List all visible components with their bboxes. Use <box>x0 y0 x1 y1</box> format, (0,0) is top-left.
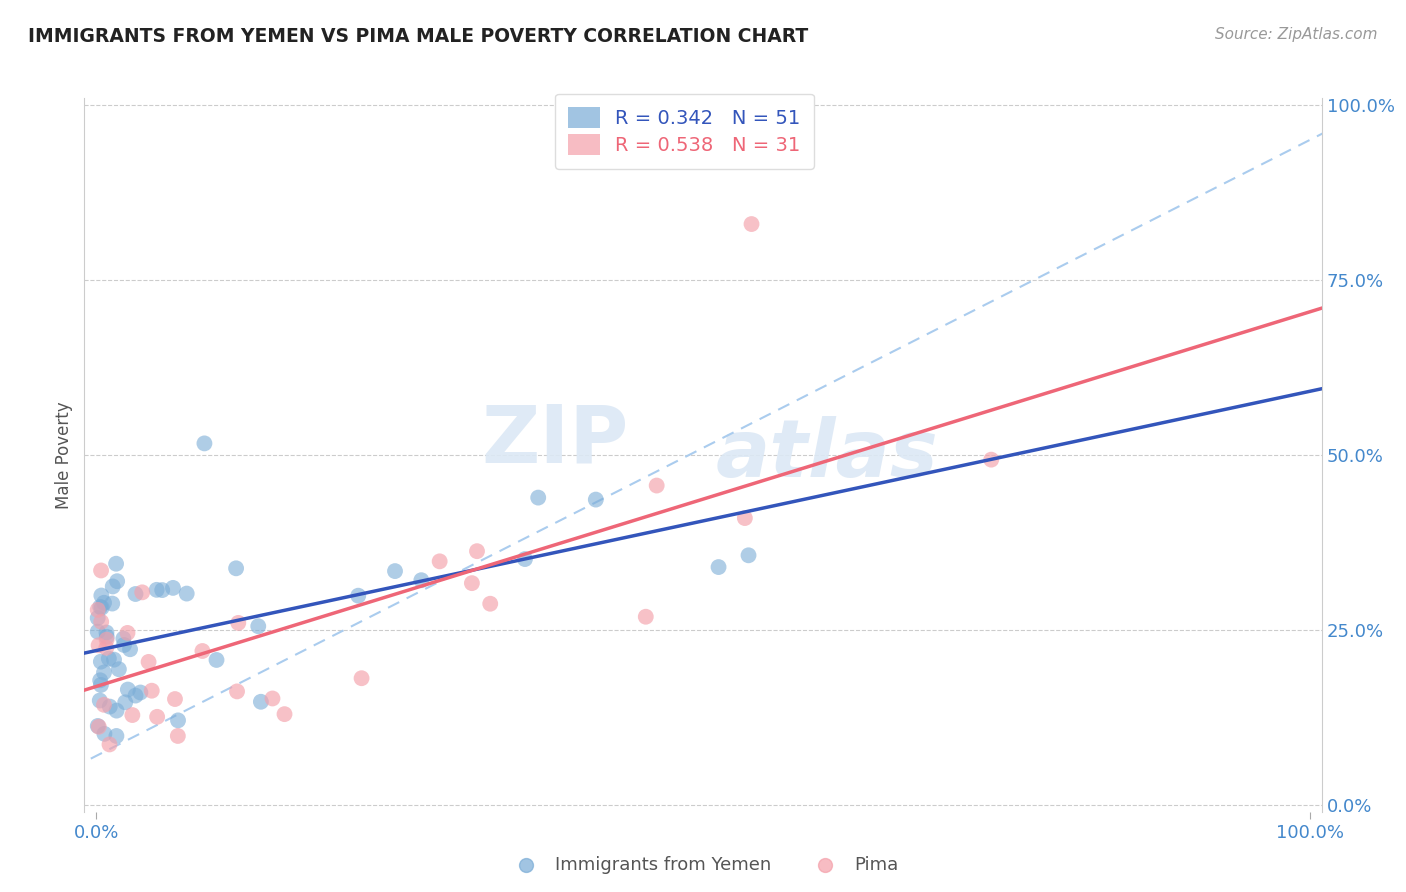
Point <box>273 707 295 722</box>
Point <box>103 653 125 667</box>
Point <box>461 576 484 591</box>
Point <box>108 662 131 676</box>
Point <box>411 573 433 587</box>
Point <box>350 671 373 685</box>
Point <box>145 582 167 597</box>
Point <box>90 615 112 629</box>
Point <box>90 564 112 578</box>
Point <box>117 682 139 697</box>
Point <box>226 684 249 698</box>
Point <box>105 557 128 571</box>
Point <box>347 589 370 603</box>
Text: Source: ZipAtlas.com: Source: ZipAtlas.com <box>1215 27 1378 42</box>
Point <box>87 720 110 734</box>
Point <box>96 630 118 644</box>
Point <box>384 564 406 578</box>
Point <box>737 549 759 563</box>
Point <box>90 678 112 692</box>
Point <box>120 642 142 657</box>
Point <box>93 665 115 680</box>
Point <box>262 691 284 706</box>
Point <box>124 587 146 601</box>
Point <box>166 729 188 743</box>
Point <box>112 638 135 652</box>
Point <box>105 704 128 718</box>
Point <box>146 710 169 724</box>
Text: IMMIGRANTS FROM YEMEN VS PIMA MALE POVERTY CORRELATION CHART: IMMIGRANTS FROM YEMEN VS PIMA MALE POVER… <box>28 27 808 45</box>
Point <box>247 619 270 633</box>
Point <box>90 589 112 603</box>
Point <box>96 625 118 640</box>
Point <box>226 615 249 630</box>
Point <box>129 685 152 699</box>
Point <box>176 586 198 600</box>
Point <box>734 511 756 525</box>
Y-axis label: Male Poverty: Male Poverty <box>55 401 73 508</box>
Point <box>150 583 173 598</box>
Point <box>585 492 607 507</box>
Point <box>117 626 139 640</box>
Point <box>93 698 115 712</box>
Point <box>87 719 110 733</box>
Point <box>93 596 115 610</box>
Point <box>105 729 128 743</box>
Point <box>87 638 110 652</box>
Point <box>980 452 1002 467</box>
Point <box>131 585 153 599</box>
Point <box>96 632 118 647</box>
Point <box>93 727 115 741</box>
Point <box>138 655 160 669</box>
Point <box>86 624 108 639</box>
Point <box>163 692 186 706</box>
Point <box>167 714 190 728</box>
Point <box>112 632 135 646</box>
Legend: Immigrants from Yemen, Pima: Immigrants from Yemen, Pima <box>501 849 905 881</box>
Point <box>101 579 124 593</box>
Point <box>645 478 668 492</box>
Point <box>429 554 451 568</box>
Point <box>250 695 273 709</box>
Point <box>97 651 120 665</box>
Point <box>205 653 228 667</box>
Point <box>89 693 111 707</box>
Point <box>98 738 121 752</box>
Point <box>89 599 111 614</box>
Point <box>707 560 730 574</box>
Point <box>90 600 112 615</box>
Text: ZIP: ZIP <box>481 401 628 480</box>
Point <box>225 561 247 575</box>
Point <box>101 597 124 611</box>
Point <box>89 673 111 688</box>
Point <box>513 552 536 566</box>
Point <box>141 683 163 698</box>
Point <box>479 597 502 611</box>
Point <box>193 436 215 450</box>
Point <box>96 640 118 655</box>
Point <box>162 581 184 595</box>
Point <box>191 644 214 658</box>
Point <box>121 708 143 723</box>
Point <box>86 603 108 617</box>
Point <box>105 574 128 589</box>
Text: atlas: atlas <box>716 416 938 494</box>
Point <box>741 217 763 231</box>
Point <box>124 689 146 703</box>
Point <box>114 695 136 709</box>
Point <box>90 655 112 669</box>
Point <box>86 611 108 625</box>
Point <box>98 699 121 714</box>
Point <box>634 609 657 624</box>
Point <box>465 544 488 558</box>
Point <box>527 491 550 505</box>
